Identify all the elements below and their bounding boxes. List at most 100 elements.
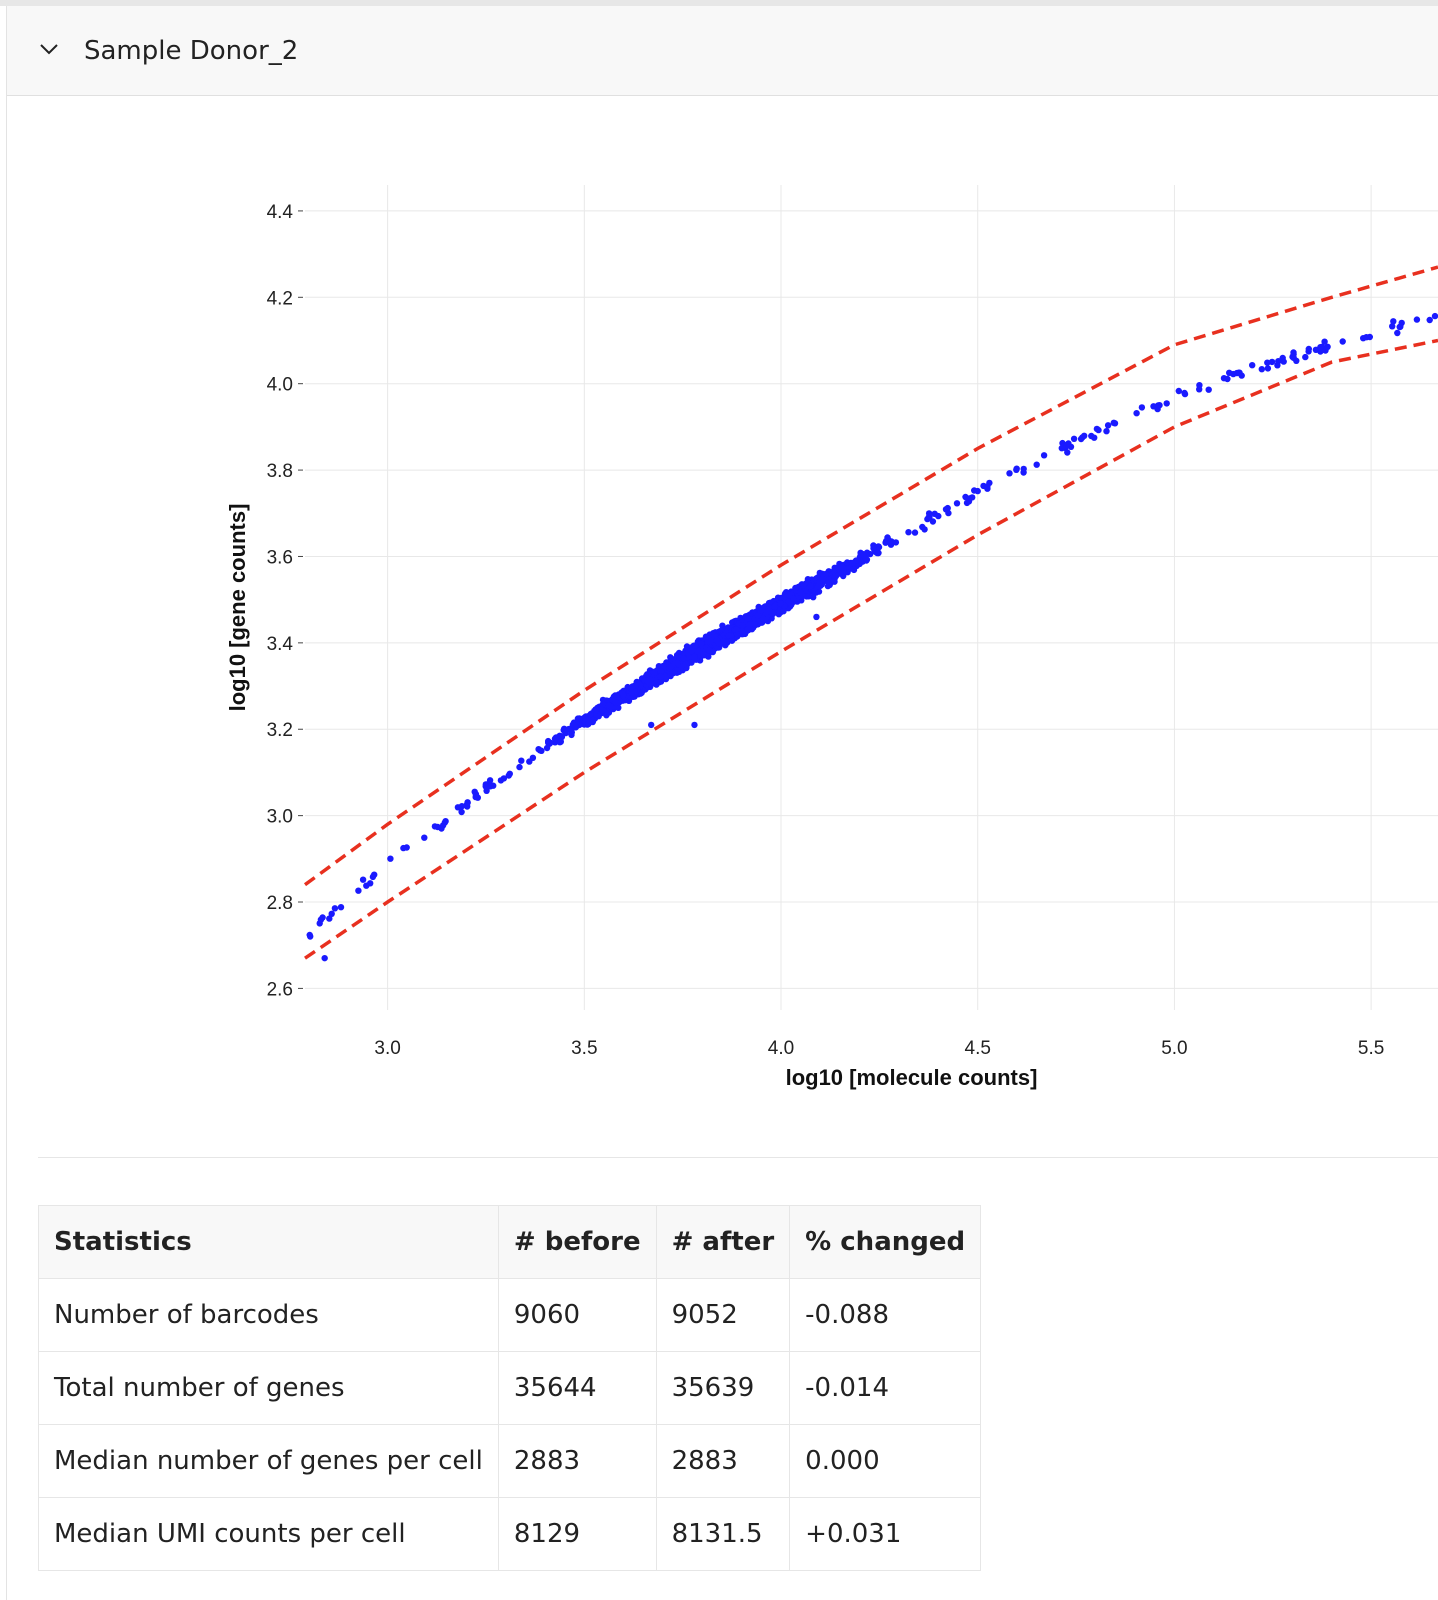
data-point [929,518,937,525]
row-label: Median number of genes per cell [38,1424,499,1498]
row-label: Number of barcodes [38,1278,499,1352]
data-point [844,559,851,566]
data-point [688,647,696,655]
data-point [585,720,592,727]
data-point [911,529,919,536]
data-point [815,582,822,590]
header-changed: % changed [789,1205,982,1279]
data-point [599,700,607,708]
header-before: # before [497,1205,657,1279]
data-point [849,559,856,567]
data-point [1181,390,1189,398]
data-point [754,612,762,619]
row-after: 35639 [655,1351,791,1425]
data-point [500,775,508,782]
row-changed: +0.031 [789,1497,982,1571]
y-tick-label: 3.6 [267,547,293,568]
data-point [595,713,602,720]
data-point [1205,386,1212,393]
data-point [487,783,494,790]
data-point [813,613,820,621]
row-changed: 0.000 [789,1424,982,1498]
data-point [646,676,654,683]
data-point [516,763,523,771]
data-point [942,506,950,513]
data-point [1196,382,1203,389]
data-point [557,738,564,745]
table-row: Total number of genes 35644 35639 -0.014 [38,1351,982,1425]
data-point [986,479,993,487]
chart-grid [305,185,1438,1010]
data-point [850,565,857,572]
data-point [739,622,746,629]
x-tick-label: 4.5 [965,1038,991,1059]
data-point [518,757,525,764]
data-point [780,594,788,601]
data-point [1394,329,1401,337]
data-point [706,647,713,654]
data-point [1091,434,1098,441]
data-point [713,637,721,644]
data-point [1363,334,1370,341]
data-point [328,910,335,917]
data-point [733,626,740,633]
data-point [870,545,877,552]
y-tick-label: 3.8 [267,461,293,482]
data-point [698,640,705,647]
row-label: Total number of genes [38,1351,499,1425]
data-point [551,735,559,742]
data-point [1133,410,1140,417]
data-point [1006,470,1013,477]
data-point [434,823,441,831]
data-point [1065,440,1072,447]
data-point [474,794,481,801]
row-label: Median UMI counts per cell [38,1497,499,1571]
data-point [667,663,675,670]
sample-panel: Sample Donor_2 [6,6,1438,1600]
data-point [1305,345,1313,353]
data-point [657,668,665,675]
header-after: # after [655,1205,791,1279]
data-point [766,607,773,615]
scatter-chart: 2.6 2.8 3.0 3.2 3.4 3.6 3.8 4.0 4.2 4.4 3.0 3.5 4.0 4… [225,185,1438,1090]
data-point [1290,349,1297,356]
data-point [1175,387,1183,395]
data-point [1324,343,1331,350]
data-point [854,557,861,564]
data-point [1163,400,1170,407]
data-point [529,754,537,761]
data-point [572,724,580,731]
data-point [807,583,814,590]
data-point [369,873,377,881]
table-header-row: Statistics # before # after % changed [38,1205,982,1279]
data-point [674,659,681,666]
data-point [400,844,407,852]
data-point [1033,461,1040,468]
data-point [971,487,978,494]
data-point [603,712,610,719]
data-point [536,747,544,754]
data-point [725,632,733,639]
data-point [331,905,339,912]
panel-header-toggle[interactable]: Sample Donor_2 [7,6,1438,96]
data-point [321,954,328,962]
data-point [965,498,973,505]
data-point [1226,369,1233,376]
data-point [316,920,323,927]
data-point [1020,465,1027,473]
y-tick-label: 4.2 [267,288,293,309]
data-point [1268,358,1276,366]
y-tick-label: 2.6 [267,979,293,1000]
chart-points [306,312,1438,962]
data-point [1302,353,1309,361]
data-point [874,549,881,557]
data-point [1280,358,1287,365]
data-point [1390,318,1397,325]
data-point [582,715,590,723]
data-point [744,625,751,633]
data-point [355,887,362,894]
chevron-down-icon[interactable] [39,42,59,56]
data-point [421,834,428,841]
data-point [1236,369,1243,376]
y-axis-label: log10 [gene counts] [225,504,250,712]
